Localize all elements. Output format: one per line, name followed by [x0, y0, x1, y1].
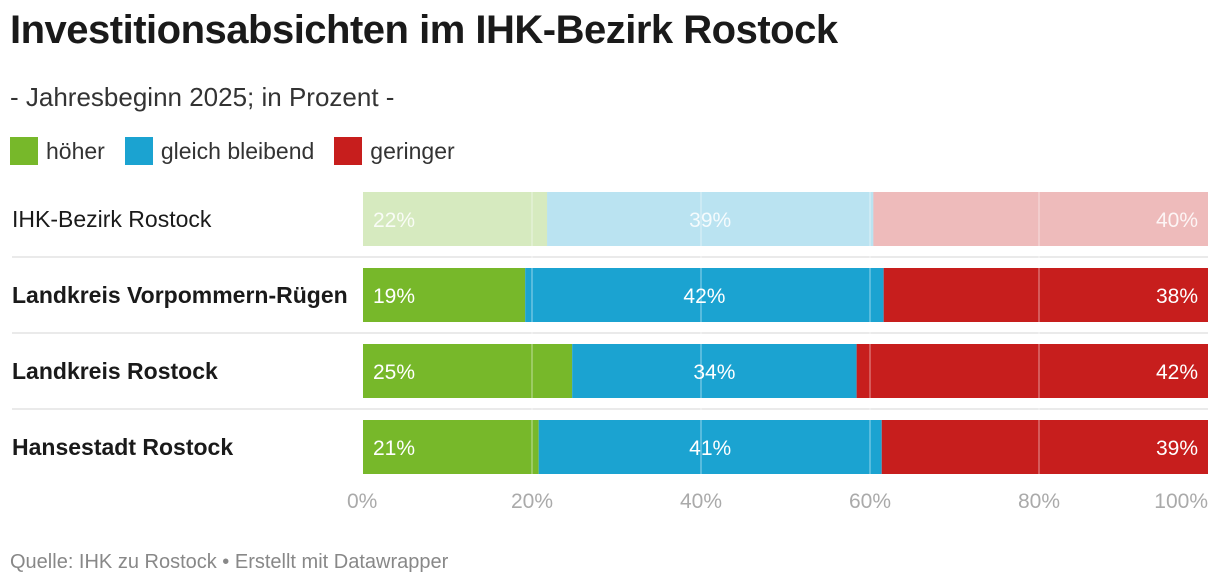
- value-label: 19%: [373, 285, 415, 308]
- x-tick-label: 80%: [1018, 490, 1060, 513]
- value-label: 21%: [373, 437, 415, 460]
- value-label: 34%: [693, 361, 735, 384]
- legend-label: gleich bleibend: [160, 137, 315, 164]
- value-label: 39%: [1156, 437, 1198, 460]
- bar-segment-geringer: [873, 192, 1208, 246]
- row-label: Hansestadt Rostock: [12, 434, 233, 460]
- bar-segment-gleich-bleibend: [525, 268, 884, 322]
- value-label: 22%: [373, 209, 415, 232]
- value-label: 41%: [689, 437, 731, 460]
- row-label: Landkreis Vorpommern-Rügen: [12, 282, 348, 308]
- x-tick-label: 0%: [347, 490, 377, 513]
- legend-label: geringer: [370, 137, 455, 164]
- chart-title: Investitionsabsichten im IHK-Bezirk Rost…: [10, 8, 838, 52]
- legend-item-hoeher: höher: [10, 137, 105, 165]
- x-tick-label: 40%: [680, 490, 722, 513]
- bar-segment-höher: [363, 268, 526, 322]
- bar-segment-höher: [363, 344, 573, 398]
- legend: höher gleich bleibend geringer: [10, 136, 475, 166]
- source-footer: Quelle: IHK zu Rostock • Erstellt mit Da…: [10, 551, 449, 573]
- legend-item-gleich-bleibend: gleich bleibend: [124, 137, 315, 165]
- legend-label: höher: [46, 137, 105, 164]
- x-tick-label: 20%: [511, 490, 553, 513]
- bar-segment-gleich-bleibend: [547, 192, 874, 246]
- x-tick-label: 100%: [1154, 490, 1208, 513]
- chart-subtitle: - Jahresbeginn 2025; in Prozent -: [10, 82, 395, 112]
- value-label: 42%: [683, 285, 725, 308]
- bar-segment-gleich-bleibend: [572, 344, 857, 398]
- legend-swatch: [124, 137, 153, 165]
- bar-segment-geringer: [881, 420, 1208, 474]
- bar-segment-höher: [363, 192, 548, 246]
- value-label: 40%: [1156, 209, 1198, 232]
- bar-segment-gleich-bleibend: [538, 420, 882, 474]
- x-tick-label: 60%: [849, 490, 891, 513]
- legend-item-geringer: geringer: [334, 137, 455, 165]
- row-label: Landkreis Rostock: [12, 358, 218, 384]
- legend-swatch: [10, 137, 38, 165]
- row-label: IHK-Bezirk Rostock: [12, 206, 212, 232]
- value-label: 25%: [373, 361, 415, 384]
- value-label: 42%: [1156, 361, 1198, 384]
- legend-swatch: [334, 137, 363, 165]
- bar-segment-höher: [363, 420, 539, 474]
- bar-segment-geringer: [856, 344, 1208, 398]
- value-label: 39%: [689, 209, 731, 232]
- value-label: 38%: [1156, 285, 1198, 308]
- bar-segment-geringer: [883, 268, 1208, 322]
